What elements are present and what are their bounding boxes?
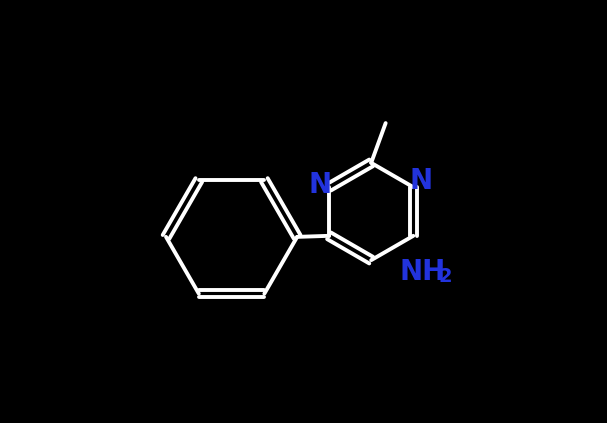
Text: NH: NH	[399, 258, 446, 286]
Text: N: N	[308, 171, 331, 199]
Text: 2: 2	[438, 267, 452, 286]
Text: N: N	[409, 167, 432, 195]
